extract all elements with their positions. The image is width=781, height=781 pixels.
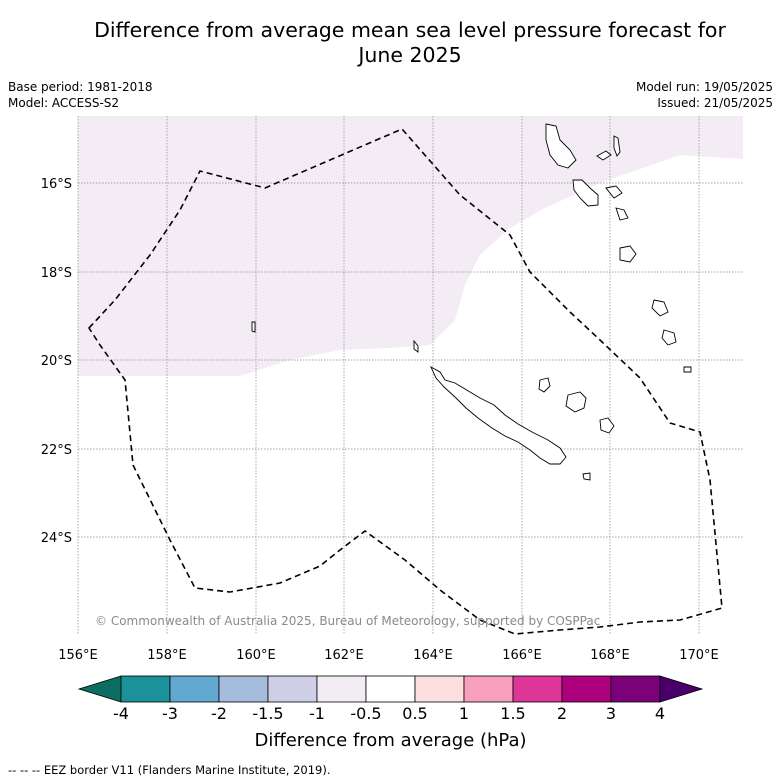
lon-label-168: 168°E	[590, 648, 630, 663]
lon-label-166: 166°E	[502, 648, 542, 663]
mare-island	[599, 417, 615, 434]
colorbar-segment-5	[316, 675, 367, 703]
cb-tick-11: 3	[605, 704, 617, 723]
copyright-notice: © Commonwealth of Australia 2025, Bureau…	[95, 614, 601, 628]
lifou-island	[565, 391, 587, 413]
tanna-island	[661, 329, 677, 346]
cb-tick-12: 4	[654, 704, 666, 723]
title-line-1: Difference from average mean sea level p…	[94, 18, 726, 42]
colorbar-segment-9	[512, 675, 563, 703]
cb-tick-3: -2	[211, 704, 227, 723]
lon-label-164: 164°E	[413, 648, 453, 663]
cb-tick-4: -1.5	[252, 704, 284, 723]
cb-tick-2: -3	[162, 704, 178, 723]
colorbar-segment-1	[120, 675, 171, 703]
lon-label-160: 160°E	[236, 648, 276, 663]
model-name: Model: ACCESS-S2	[8, 96, 120, 110]
colorbar-title: Difference from average (hPa)	[254, 730, 527, 751]
colorbar-segment-4	[267, 675, 318, 703]
eez-footnote: -- -- -- EEZ border V11 (Flanders Marine…	[8, 763, 331, 777]
lon-label-170: 170°E	[679, 648, 719, 663]
colorbar-segment-11	[610, 675, 661, 703]
colorbar-segment-7	[414, 675, 465, 703]
ouvea-island	[538, 377, 551, 393]
lat-label-16: 16°S	[41, 177, 72, 192]
lat-label-22: 22°S	[41, 443, 72, 458]
espiritu-santo-island	[545, 123, 577, 169]
colorbar	[77, 675, 704, 703]
colorbar-extend-low	[77, 675, 122, 703]
lat-labels: 16°S 18°S 20°S 22°S 24°S	[41, 177, 72, 546]
new-caledonia-island	[430, 365, 567, 465]
lat-label-20: 20°S	[41, 354, 72, 369]
epi-island	[615, 207, 629, 221]
colorbar-segment-2	[169, 675, 220, 703]
cb-tick-5: -1	[309, 704, 325, 723]
meta-left: Base period: 1981-2018 Model: ACCESS-S2	[8, 79, 153, 111]
cb-tick-7: 0.5	[402, 704, 428, 723]
colorbar-segment-10	[561, 675, 612, 703]
graticule	[77, 116, 743, 634]
issued-date: Issued: 21/05/2025	[657, 96, 773, 110]
lat-label-24: 24°S	[41, 531, 72, 546]
cb-tick-9: 1.5	[500, 704, 526, 723]
aneityum-island	[683, 366, 692, 373]
cb-tick-10: 2	[556, 704, 568, 723]
colorbar-segment-8	[463, 675, 514, 703]
colorbar-segment-3	[218, 675, 269, 703]
lon-label-162: 162°E	[324, 648, 364, 663]
chesterfield-island	[251, 321, 256, 333]
colorbar-segment-6	[365, 675, 416, 703]
pentecost-island	[605, 185, 623, 199]
map-title: Difference from average mean sea level p…	[40, 18, 780, 68]
lon-label-158: 158°E	[147, 648, 187, 663]
erromango-island	[651, 299, 669, 317]
cb-tick-8: 1	[458, 704, 470, 723]
cb-tick-1: -4	[113, 704, 129, 723]
eez-border	[87, 128, 723, 635]
malakula-island	[572, 179, 599, 207]
cb-tick-6: -0.5	[350, 704, 382, 723]
coastlines	[251, 123, 692, 481]
ambae-island	[596, 150, 612, 161]
meta-right: Model run: 19/05/2025 Issued: 21/05/2025	[636, 79, 773, 111]
lon-labels: 156°E 158°E 160°E 162°E 164°E 166°E 168°…	[58, 648, 719, 663]
maewo-island	[613, 135, 621, 157]
model-run: Model run: 19/05/2025	[635, 80, 773, 94]
colorbar-extend-high	[659, 675, 704, 703]
lat-label-18: 18°S	[41, 266, 72, 281]
efate-island	[619, 245, 637, 263]
belep-island	[413, 339, 419, 353]
title-line-2: June 2025	[358, 43, 462, 67]
lon-label-156: 156°E	[58, 648, 98, 663]
base-period: Base period: 1981-2018	[8, 80, 153, 94]
isle-of-pines	[582, 472, 591, 481]
